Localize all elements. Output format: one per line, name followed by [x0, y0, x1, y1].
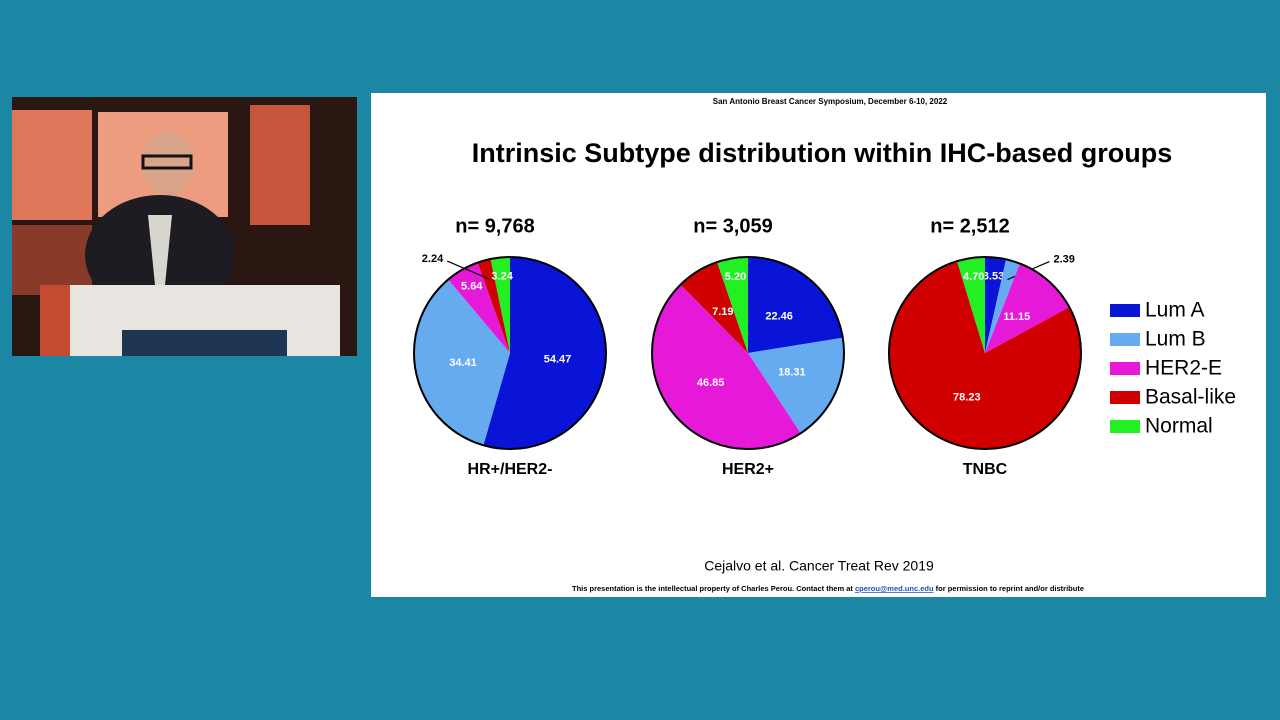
pie-slice — [680, 262, 748, 353]
value-label: 3.24 — [491, 271, 513, 283]
pie-outline — [651, 256, 845, 450]
citation: Cejalvo et al. Cancer Treat Rev 2019 — [704, 558, 934, 574]
pie-slice — [985, 263, 1070, 353]
pie-label: TNBC — [963, 461, 1008, 478]
value-label: 7.19 — [712, 306, 733, 318]
value-label: 3.53 — [983, 271, 1004, 283]
speaker-shirt — [148, 215, 172, 285]
legend-label: Basal-like — [1145, 386, 1236, 409]
legend-label: Lum A — [1145, 299, 1205, 322]
pie-slice — [985, 259, 1020, 353]
value-label: 22.46 — [765, 310, 793, 322]
pie-title: n= 3,059 — [693, 215, 773, 237]
value-label: 54.47 — [544, 354, 572, 366]
speaker-head — [142, 131, 194, 195]
pie-label: HER2+ — [722, 461, 774, 478]
legend-label: Normal — [1145, 415, 1213, 438]
pie-slice — [483, 257, 607, 450]
value-label: 11.15 — [1003, 311, 1030, 323]
pie-slice — [889, 261, 1081, 449]
legend-swatch — [1110, 362, 1140, 375]
footer-email[interactable]: cperou@med.unc.edu — [855, 584, 934, 593]
pie-slice — [985, 257, 1007, 353]
pie-slice — [490, 257, 510, 353]
value-label: 2.39 — [1053, 253, 1074, 265]
podium-edge — [40, 285, 70, 356]
pie-title: n= 2,512 — [930, 215, 1010, 237]
pie-slice — [748, 337, 844, 434]
legend-swatch — [1110, 420, 1140, 433]
value-label: 4.70 — [963, 271, 984, 283]
stage-panel — [12, 225, 92, 295]
podium-sign — [122, 330, 287, 356]
stage-panel — [12, 110, 92, 220]
pie-outline — [413, 256, 607, 450]
pie-slice — [448, 262, 510, 353]
pie-slice — [414, 279, 510, 446]
footer-text: This presentation is the intellectual pr… — [572, 584, 853, 593]
legend-swatch — [1110, 333, 1140, 346]
pie-outline — [888, 256, 1082, 450]
pie-slice — [748, 257, 843, 353]
legend-swatch — [1110, 391, 1140, 404]
pie-title: n= 9,768 — [455, 215, 535, 237]
stage-panel — [250, 105, 310, 225]
value-label: 5.20 — [725, 271, 746, 283]
footer: This presentation is the intellectual pr… — [572, 584, 1084, 593]
pie-slice — [477, 258, 510, 353]
value-label: 18.31 — [778, 366, 806, 378]
legend-label: HER2-E — [1145, 357, 1222, 380]
value-label: 46.85 — [697, 377, 725, 389]
slide-title: Intrinsic Subtype distribution within IH… — [472, 138, 1173, 168]
speaker-glasses — [141, 154, 193, 170]
leader-line — [446, 260, 490, 280]
value-label: 5.64 — [461, 280, 483, 292]
slide-header: San Antonio Breast Cancer Symposium, Dec… — [713, 97, 948, 106]
pie-slice — [957, 257, 985, 353]
pie-label: HR+/HER2- — [468, 461, 553, 478]
pie-slice — [717, 257, 748, 353]
legend-swatch — [1110, 304, 1140, 317]
footer-text: for permission to reprint and/or distrib… — [936, 584, 1084, 593]
speaker-video — [12, 97, 357, 356]
pie-slice — [651, 284, 801, 450]
legend-label: Lum B — [1145, 328, 1206, 351]
value-label: 34.41 — [449, 357, 477, 369]
value-label: 2.24 — [422, 253, 444, 265]
value-label: 78.23 — [953, 391, 981, 403]
